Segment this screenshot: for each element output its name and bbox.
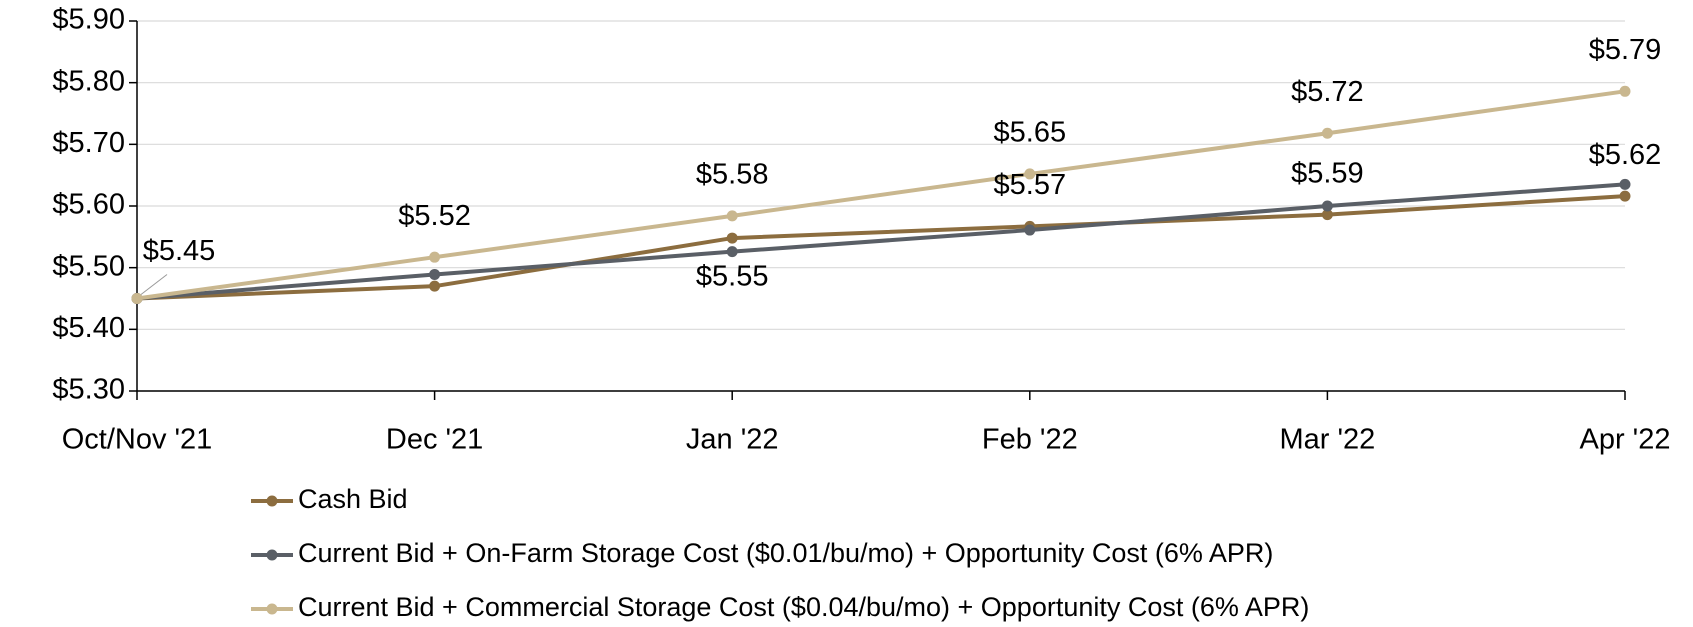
y-tick-label: $5.40 [52, 312, 125, 344]
data-point [726, 246, 738, 258]
data-label: $5.58 [696, 159, 769, 191]
data-point [1619, 85, 1631, 97]
data-point [1619, 190, 1631, 202]
series-line [136, 182, 1626, 301]
data-point [1321, 209, 1333, 221]
legend-label: Current Bid + On-Farm Storage Cost ($0.0… [298, 538, 1273, 568]
x-tick-label: Mar '22 [1280, 424, 1376, 456]
data-point [1619, 178, 1631, 190]
leader-line [140, 274, 168, 295]
x-tick-label: Feb '22 [982, 424, 1078, 456]
legend-swatch-dot [266, 549, 278, 561]
data-point [1321, 200, 1333, 212]
data-label: $5.45 [143, 235, 216, 267]
data-label: $5.59 [1291, 157, 1364, 189]
y-tick-label: $5.60 [52, 189, 125, 221]
data-label: $5.72 [1291, 76, 1364, 108]
data-point [1024, 168, 1036, 180]
y-tick-label: $5.90 [52, 4, 125, 36]
data-label: $5.65 [994, 117, 1067, 149]
series-line [136, 89, 1626, 301]
y-tick-label: $5.50 [52, 250, 125, 282]
data-label: $5.62 [1589, 139, 1662, 171]
legend-swatch-dot [266, 603, 278, 615]
x-tick-label: Apr '22 [1580, 424, 1671, 456]
data-label: $5.55 [696, 261, 769, 293]
data-point [726, 210, 738, 222]
data-point [726, 232, 738, 244]
data-point [1024, 224, 1036, 236]
series-line [136, 194, 1626, 301]
data-point [429, 251, 441, 263]
data-point [131, 293, 143, 304]
legend-label: Current Bid + Commercial Storage Cost ($… [298, 592, 1309, 622]
data-point [429, 280, 441, 292]
y-tick-label: $5.80 [52, 65, 125, 97]
data-label: $5.79 [1589, 34, 1662, 66]
data-label: $5.57 [994, 169, 1067, 201]
x-tick-label: Dec '21 [386, 424, 483, 456]
y-tick-label: $5.70 [52, 127, 125, 159]
y-tick-label: $5.30 [52, 374, 125, 406]
legend-label: Cash Bid [298, 484, 408, 514]
x-tick-label: Oct/Nov '21 [62, 424, 213, 456]
data-label: $5.52 [398, 200, 471, 232]
x-tick-label: Jan '22 [686, 424, 779, 456]
legend-swatch-dot [266, 495, 278, 507]
data-point [429, 268, 441, 280]
data-point [1321, 127, 1333, 139]
